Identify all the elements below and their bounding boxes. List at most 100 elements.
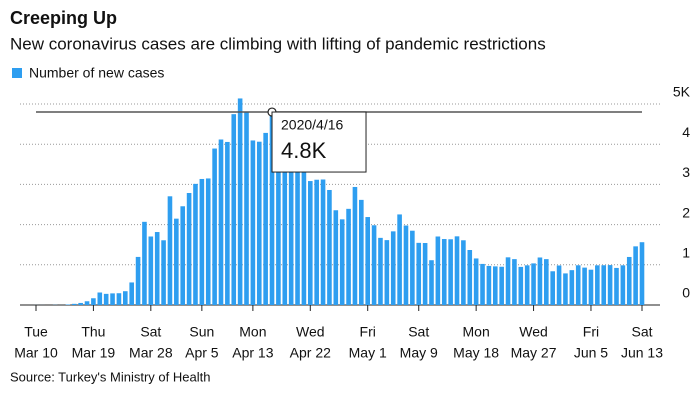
bar [486,265,492,305]
bar [601,265,607,305]
source: Source: Turkey's Ministry of Health [10,369,210,384]
bar [154,232,160,305]
bar [225,141,230,305]
bar [167,196,173,305]
chart-subtitle: New coronavirus cases are climbing with … [10,34,546,53]
bar [410,230,415,305]
bar [384,240,390,305]
bar [544,259,549,305]
bar [569,270,575,305]
x-tick-weekday: Thu [81,324,105,340]
bar [563,273,568,305]
bar [288,147,294,305]
tooltip-value: 4.8K [281,138,327,163]
bar [403,225,409,305]
bar [91,298,96,305]
bar [301,119,307,305]
bar [505,257,511,305]
bar [193,183,198,305]
bar [499,266,504,305]
x-tick-label: Apr 5 [185,345,219,361]
bar [626,256,632,305]
x-tick-label: May 27 [511,345,557,361]
bar [116,293,122,305]
bar [614,267,619,305]
tooltip-date: 2020/4/16 [281,117,343,133]
bar [435,236,441,305]
bar [422,243,428,305]
x-tick-weekday: Sat [408,324,429,340]
x-tick-weekday: Sat [631,324,652,340]
x-tick-label: Jun 5 [574,345,608,361]
x-tick-label: Apr 13 [232,345,273,361]
bar [352,186,358,305]
bar [518,266,524,305]
bar [269,111,275,305]
bar [237,98,243,306]
y-tick-label: 5K [673,84,691,100]
bar [282,145,288,305]
bar [161,240,166,305]
bar [199,178,205,305]
x-tick-weekday: Wed [296,324,325,340]
x-tick-weekday: Wed [519,324,548,340]
bar [633,246,638,305]
bar [97,292,103,305]
bar [295,117,300,306]
bar [397,214,402,305]
legend-label: Number of new cases [29,65,164,81]
bar [473,258,479,305]
bar [71,303,77,305]
x-tick-label: May 9 [400,345,438,361]
bar [531,263,536,305]
bar [333,210,339,305]
x-tick-label: Mar 19 [72,345,116,361]
x-tick-label: May 1 [349,345,387,361]
bar [390,231,396,305]
x-tick-weekday: Mon [463,324,490,340]
x-tick-weekday: Sat [140,324,161,340]
bar [441,239,447,305]
bar [512,259,517,305]
bar [263,132,268,305]
bar [620,265,626,305]
bar [416,242,422,305]
chart-title: Creeping Up [10,8,117,28]
bar [186,193,192,305]
bar [142,221,147,305]
bar [582,267,587,305]
bar [359,199,364,305]
bar [84,301,90,305]
bar [339,219,345,305]
y-tick-label: 4 [682,124,690,140]
x-tick-label: Mar 28 [129,345,173,361]
bar [595,265,600,305]
bar [461,240,466,305]
x-tick-weekday: Mon [239,324,266,340]
bar [524,265,530,305]
bar [250,140,256,305]
bar [467,250,473,305]
bar [129,282,134,305]
bar [78,302,83,305]
x-tick-weekday: Fri [583,324,599,340]
bar [448,239,453,305]
y-tick-label: 0 [682,285,690,301]
bar [378,237,383,305]
bar [231,114,237,306]
bar [537,257,543,305]
bar [607,265,613,305]
bar [148,236,154,305]
x-tick-label: Jun 13 [621,345,663,361]
x-tick-weekday: Tue [24,324,48,340]
y-tick-label: 1 [682,245,690,261]
x-tick-weekday: Fri [360,324,376,340]
bar [256,141,262,305]
bar [556,265,562,305]
bar [205,178,211,305]
bar [327,189,332,305]
y-tick-label: 2 [682,204,690,220]
bar [550,271,555,305]
bar [429,260,434,305]
x-tick-label: Mar 10 [14,345,58,361]
